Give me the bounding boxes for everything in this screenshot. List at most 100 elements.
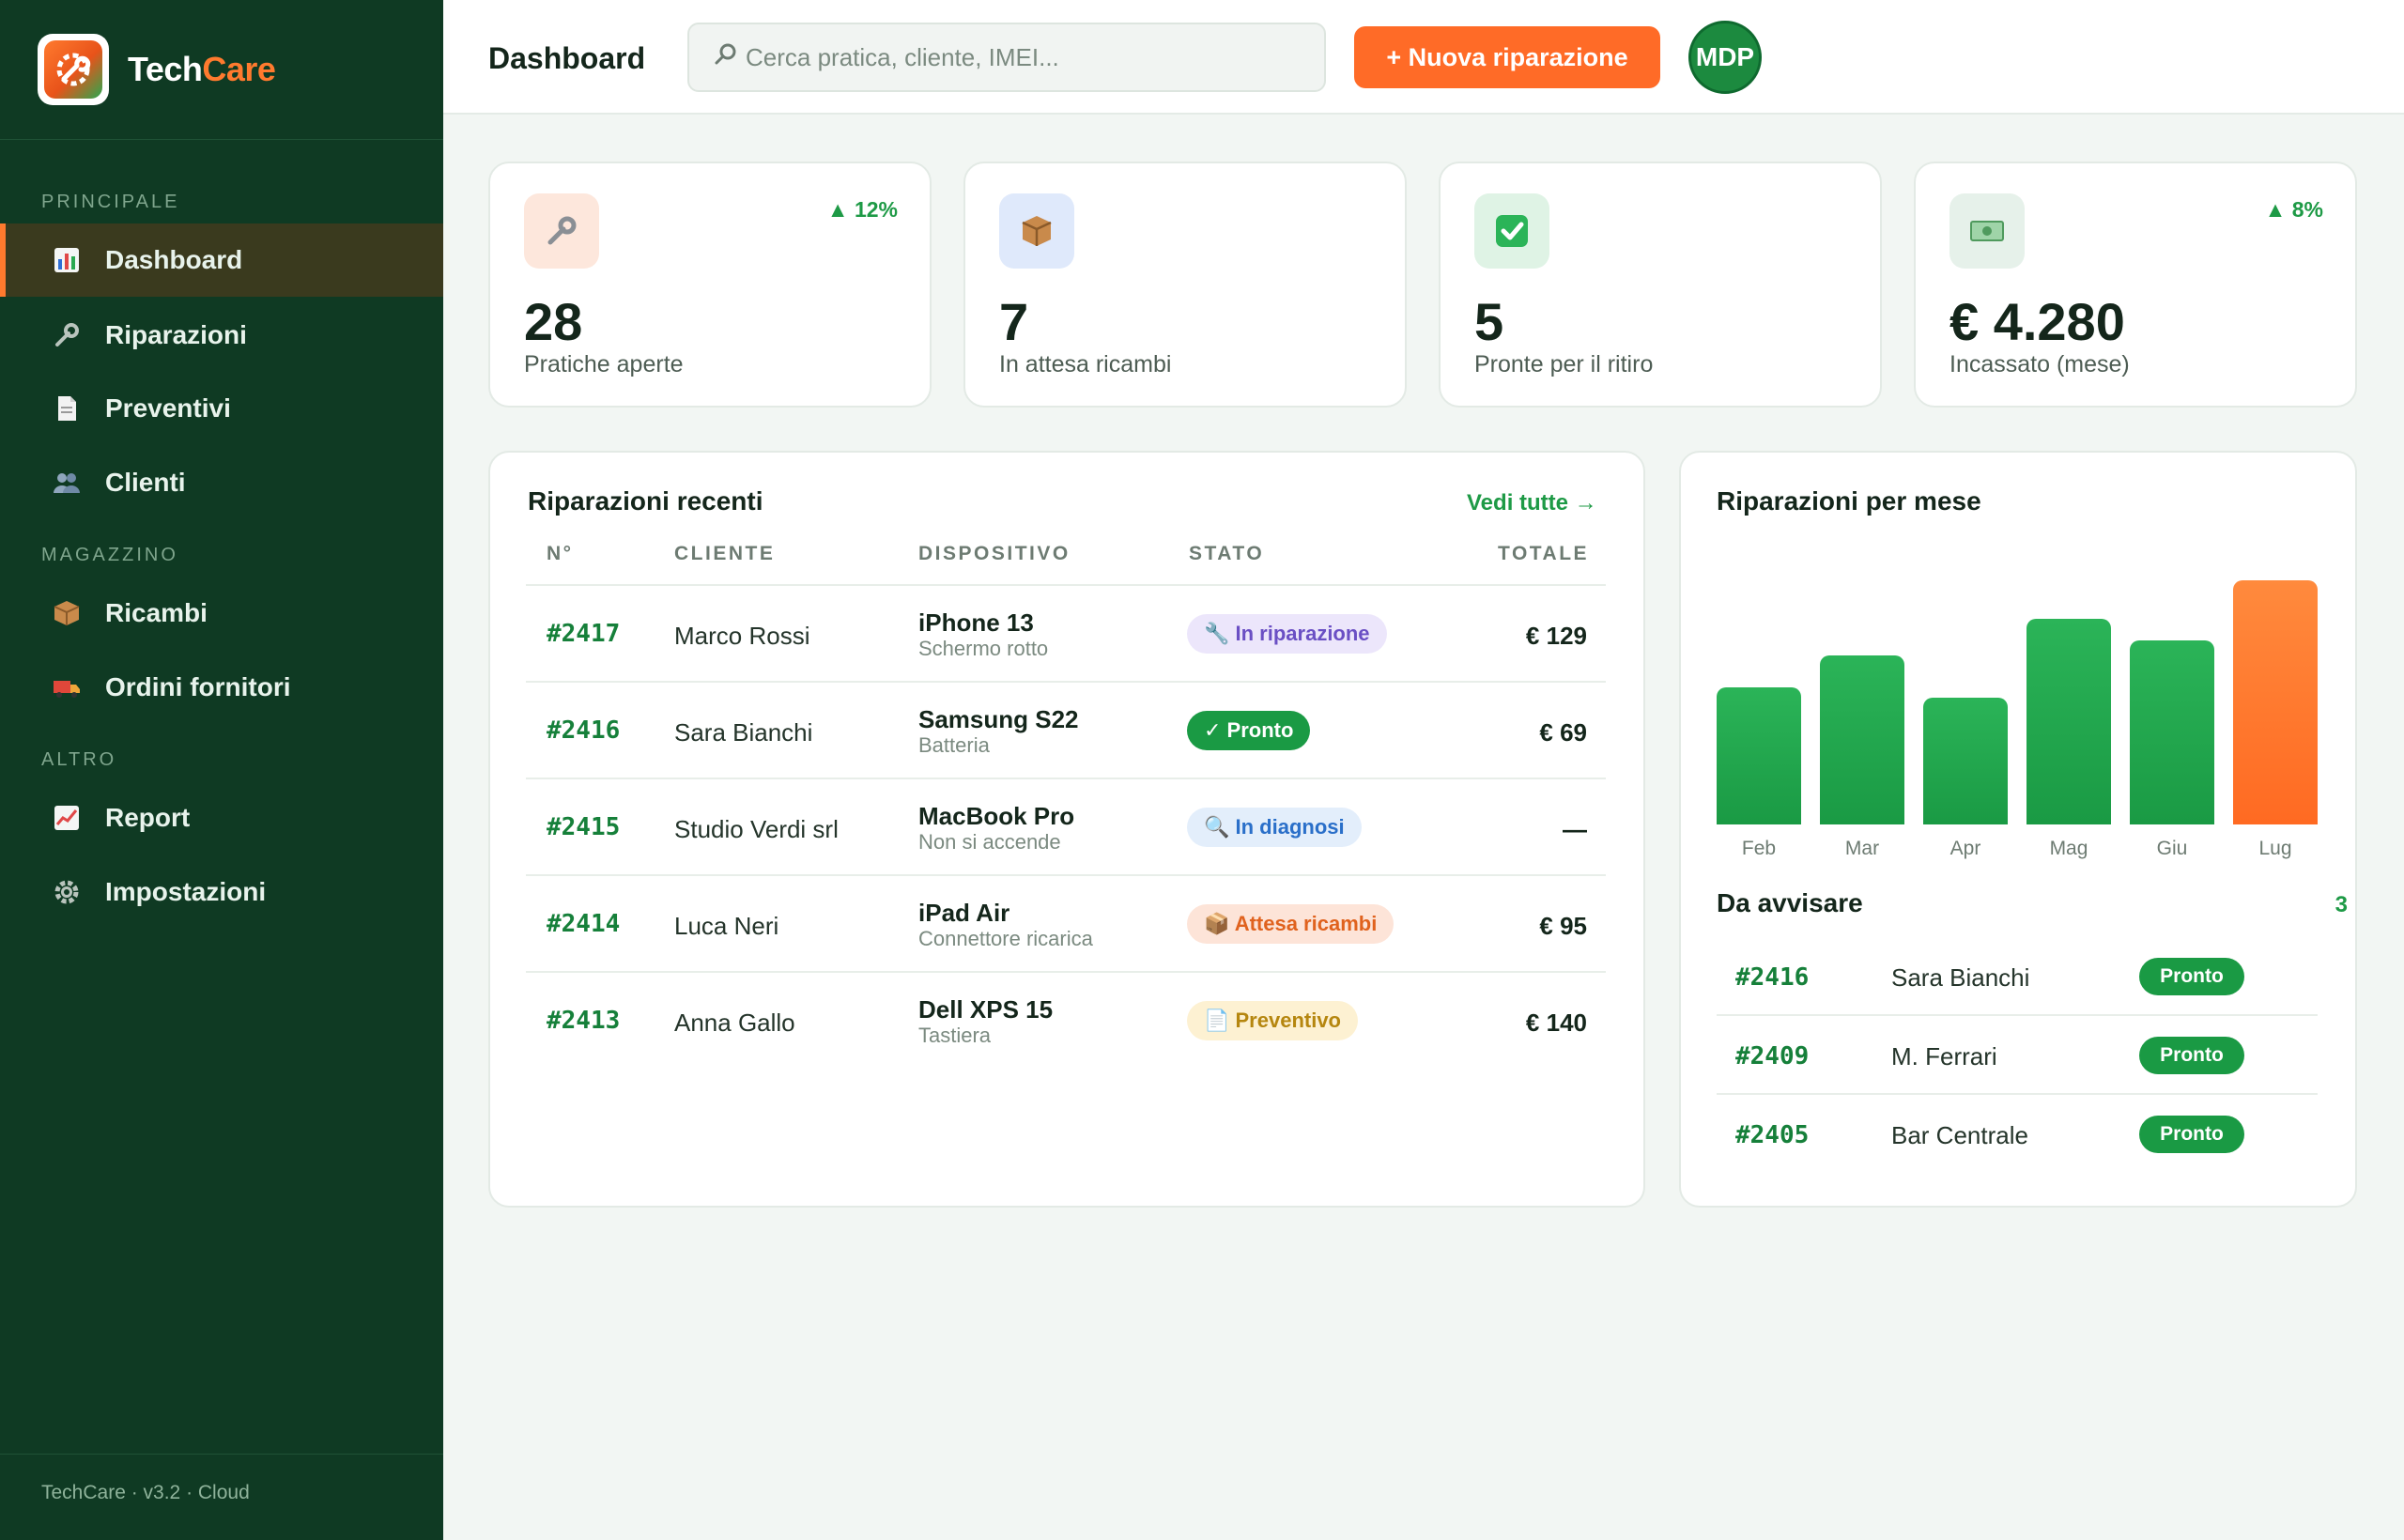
sidebar-divider — [0, 1454, 443, 1455]
total-amount: € 95 — [1539, 912, 1587, 940]
chart-x-label: Lug — [2258, 838, 2292, 859]
chart-x-label: Mar — [1844, 838, 1880, 859]
table-row[interactable]: #2414 Luca Neri iPad Air Connettore rica… — [526, 874, 1606, 971]
device-name: iPad Air — [918, 899, 1010, 927]
brand-name: TechCare — [128, 50, 276, 89]
section-principale: PRINCIPALE — [41, 192, 180, 212]
line-chart-icon — [53, 804, 81, 832]
stat-card-revenue[interactable]: ▲ 8% € 4.280 Incassato (mese) — [1914, 162, 2357, 408]
notify-title: Da avvisare — [1717, 888, 1863, 917]
chart-bar-apr[interactable] — [1923, 698, 2008, 824]
brand-name-part1: Tech — [128, 50, 203, 88]
status-badge: 🔍 In diagnosi — [1187, 808, 1362, 847]
search-input[interactable] — [746, 42, 1309, 72]
stat-card-open[interactable]: ▲ 12% 28 Pratiche aperte — [488, 162, 932, 408]
document-icon — [53, 394, 81, 423]
list-item[interactable]: #2416 Sara Bianchi Pronto — [1717, 937, 2318, 1016]
device-issue: Batteria — [918, 733, 990, 757]
table-row[interactable]: #2417 Marco Rossi iPhone 13 Schermo rott… — [526, 584, 1606, 681]
total-amount: € 140 — [1525, 1009, 1587, 1037]
sidebar-item-label: Impostazioni — [105, 877, 267, 906]
package-icon — [999, 193, 1074, 269]
recent-repairs-title: Riparazioni recenti — [528, 486, 763, 516]
stat-value: 7 — [999, 292, 1029, 351]
new-repair-button[interactable]: + Nuova riparazione — [1354, 26, 1660, 88]
sidebar-divider — [0, 139, 443, 140]
stat-value: 28 — [524, 292, 583, 351]
chart-bar-feb[interactable] — [1717, 687, 1801, 824]
gear-icon — [53, 878, 81, 906]
sidebar-item-label: Clienti — [105, 468, 186, 497]
column-header-device: DISPOSITIVO — [918, 543, 1071, 564]
sidebar-item-clienti[interactable]: Clienti — [0, 446, 443, 519]
device-issue: Tastiera — [918, 1024, 992, 1047]
device-name: Samsung S22 — [918, 705, 1079, 733]
repair-number[interactable]: #2415 — [547, 813, 621, 841]
monthly-chart-panel — [1679, 451, 2357, 1208]
see-all-link[interactable]: Vedi tutte → — [1467, 490, 1597, 516]
avatar[interactable]: MDP — [1688, 21, 1762, 94]
sidebar-item-preventivi[interactable]: Preventivi — [0, 372, 443, 445]
trend-indicator: ▲ 12% — [826, 197, 898, 222]
sidebar-item-impostazioni[interactable]: Impostazioni — [0, 855, 443, 929]
status-badge: 📦 Attesa ricambi — [1187, 904, 1395, 944]
list-item[interactable]: #2405 Bar Centrale Pronto — [1717, 1095, 2318, 1174]
sidebar-item-dashboard[interactable]: Dashboard — [0, 223, 443, 297]
stat-value: 5 — [1474, 292, 1504, 351]
sidebar-item-label: Report — [105, 803, 191, 832]
table-row[interactable]: #2415 Studio Verdi srl MacBook Pro Non s… — [526, 778, 1606, 874]
wrench-icon — [53, 321, 81, 349]
trend-indicator: ▲ 8% — [2264, 197, 2323, 222]
techcare-logo — [38, 34, 109, 105]
sidebar-item-report[interactable]: Report — [0, 781, 443, 855]
wrench-icon — [524, 193, 599, 269]
status-badge: 🔧 In riparazione — [1187, 614, 1387, 654]
recent-repairs-panel — [488, 451, 1645, 1208]
repair-number[interactable]: #2413 — [547, 1007, 621, 1035]
chart-x-label: Giu — [2156, 838, 2188, 859]
repair-number[interactable]: #2417 — [547, 620, 621, 648]
client-name: M. Ferrari — [1891, 1042, 1997, 1070]
table-row[interactable]: #2416 Sara Bianchi Samsung S22 Batteria … — [526, 681, 1606, 778]
stat-card-waiting-parts[interactable]: 7 In attesa ricambi — [963, 162, 1407, 408]
chart-bar-giu[interactable] — [2130, 640, 2214, 824]
sidebar-item-riparazioni[interactable]: Riparazioni — [0, 299, 443, 372]
chart-bar-lug[interactable] — [2233, 580, 2318, 824]
truck-icon — [53, 673, 81, 701]
client-name: Bar Centrale — [1891, 1121, 2028, 1149]
status-badge: ✓ Pronto — [1187, 711, 1311, 750]
column-header-number: N° — [547, 543, 574, 564]
column-header-total: TOTALE — [1498, 543, 1590, 564]
list-item[interactable]: #2409 M. Ferrari Pronto — [1717, 1016, 2318, 1095]
status-badge: Pronto — [2139, 1037, 2244, 1074]
client-name: Luca Neri — [674, 912, 779, 940]
client-name: Studio Verdi srl — [674, 815, 839, 843]
repair-number[interactable]: #2416 — [547, 716, 621, 745]
repair-number[interactable]: #2416 — [1735, 963, 1810, 992]
total-amount: — — [1563, 815, 1587, 843]
sidebar-item-label: Ordini fornitori — [105, 672, 291, 701]
repair-number[interactable]: #2405 — [1735, 1121, 1810, 1149]
client-name: Sara Bianchi — [674, 718, 813, 747]
stat-label: Pronte per il ritiro — [1474, 351, 1654, 377]
repair-number[interactable]: #2409 — [1735, 1042, 1810, 1070]
bar-chart-icon — [53, 246, 81, 274]
chart-bar-mag[interactable] — [2026, 619, 2111, 824]
chart-bar-mar[interactable] — [1820, 655, 1904, 824]
table-row[interactable]: #2413 Anna Gallo Dell XPS 15 Tastiera 📄 … — [526, 971, 1606, 1068]
client-name: Marco Rossi — [674, 622, 810, 650]
sidebar-item-ricambi[interactable]: Ricambi — [0, 577, 443, 650]
stat-value: € 4.280 — [1949, 292, 2125, 351]
sidebar-item-ordini-fornitori[interactable]: Ordini fornitori — [0, 651, 443, 724]
search-box[interactable] — [687, 23, 1326, 92]
package-icon — [53, 599, 81, 627]
sidebar-item-label: Riparazioni — [105, 320, 247, 349]
chart-x-label: Feb — [1741, 838, 1777, 859]
stat-card-ready[interactable]: 5 Pronte per il ritiro — [1439, 162, 1882, 408]
column-header-client: CLIENTE — [674, 543, 776, 564]
repair-number[interactable]: #2414 — [547, 910, 621, 938]
brand-name-part2: Care — [202, 50, 276, 88]
brand[interactable]: TechCare — [38, 34, 276, 105]
check-icon — [1474, 193, 1549, 269]
chart-title: Riparazioni per mese — [1717, 486, 1981, 516]
